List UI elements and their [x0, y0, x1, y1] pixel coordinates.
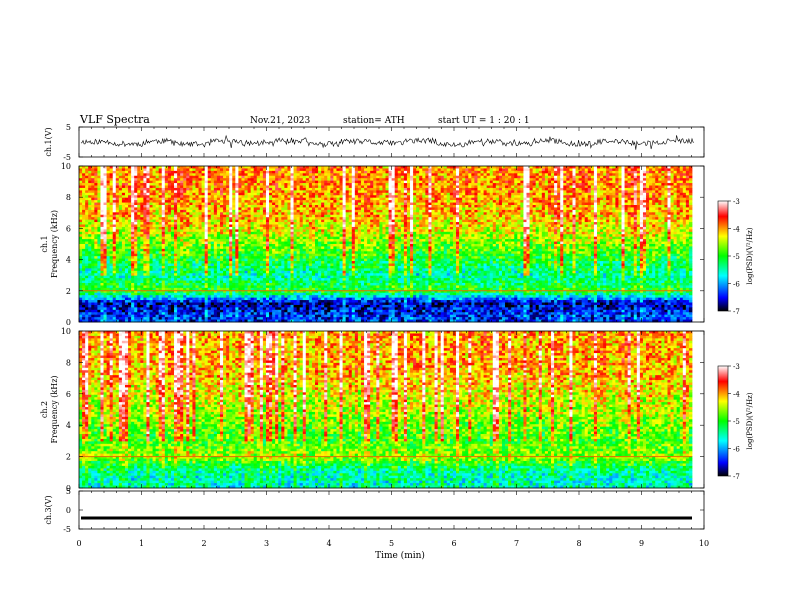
spectrogram-channel-label: ch.1 [40, 235, 49, 252]
colorbar-tick-label: -6 [733, 281, 740, 289]
x-tick-label: 4 [326, 539, 331, 548]
waveform-trace [80, 134, 695, 150]
x-tick-label: 9 [639, 539, 644, 548]
spectrogram-y-tick-label: 2 [66, 287, 71, 296]
date-label: Nov.21, 2023 [250, 116, 311, 126]
colorbar-tick-label: -3 [733, 198, 740, 206]
colorbar-tick-label: -3 [733, 363, 740, 371]
figure-title: VLF Spectra [79, 113, 150, 126]
waveform-y-tick-label: 5 [66, 487, 71, 496]
x-tick-label: 2 [201, 539, 206, 548]
spectrogram-y-label: Frequency (kHz) [50, 375, 59, 443]
spectrogram-y-tick-label: 2 [66, 453, 71, 462]
station-label: station= ATH [343, 116, 405, 126]
x-tick-label: 8 [576, 539, 581, 548]
spectrogram-y-tick-label: 10 [61, 162, 71, 171]
spectrogram-y-tick-label: 0 [66, 318, 71, 327]
ch3-waveform-panel: 50-5ch.3(V) [44, 487, 705, 534]
spectrogram-y-tick-label: 6 [66, 224, 71, 233]
time-axis: 0 1 2 3 4 5 6 7 8 9 10 [76, 539, 709, 548]
colorbar-label: log(PSD)(V²/Hz) [746, 392, 754, 449]
ch2-spectrogram-panel: 0 2 4 6 8 10 ch.2 Frequency (kHz) [40, 327, 705, 493]
waveform-y-tick-label: 0 [66, 506, 71, 515]
colorbar-gradient [717, 200, 729, 312]
waveform-y-label: ch.1(V) [44, 127, 53, 156]
spectrogram-heatmap [79, 331, 693, 489]
colorbar-label: log(PSD)(V²/Hz) [746, 227, 754, 284]
spectrogram-channel-label: ch.2 [40, 401, 49, 418]
colorbar-tick-label: -5 [733, 253, 740, 261]
ch1-spectrogram-panel: 0 2 4 6 8 10 ch.1 Frequency (kHz) [40, 162, 705, 327]
x-tick-label: 6 [451, 539, 456, 548]
colorbar-tick-label: -7 [733, 473, 740, 481]
colorbar-tick-label: -4 [733, 226, 740, 234]
spectrogram-y-tick-label: 4 [66, 421, 71, 430]
x-tick-label: 5 [389, 539, 394, 548]
spectrogram-y-tick-label: 8 [66, 193, 71, 202]
ch1-waveform-panel: 5 -5 ch.1(V) [44, 123, 705, 162]
spectrogram-y-tick-label: 8 [66, 358, 71, 367]
waveform-y-label: ch.3(V) [44, 495, 53, 524]
ch1-colorbar: -3 -4 -5 -6 -7 log(PSD)(V²/Hz) [717, 198, 754, 316]
colorbar-tick-label: -4 [733, 391, 740, 399]
start-ut-label: start UT = 1 : 20 : 1 [438, 116, 530, 126]
ch2-colorbar: -3 -4 -5 -6 -7 log(PSD)(V²/Hz) [717, 363, 754, 481]
colorbar-tick-label: -7 [733, 308, 740, 316]
spectrogram-y-tick-label: 6 [66, 390, 71, 399]
spectrogram-y-tick-label: 0 [66, 484, 71, 493]
colorbar-tick-label: -5 [733, 418, 740, 426]
spectrogram-heatmap [79, 166, 693, 323]
colorbar-tick-label: -6 [733, 446, 740, 454]
colorbar-gradient [717, 365, 729, 477]
waveform-y-tick-label: -5 [63, 153, 71, 162]
waveform-y-tick-label: -5 [63, 525, 71, 534]
x-tick-label: 1 [139, 539, 144, 548]
x-tick-label: 10 [699, 539, 709, 548]
spectrogram-y-label: Frequency (kHz) [50, 210, 59, 278]
waveform-frame [78, 490, 705, 530]
spectrogram-y-tick-label: 10 [61, 327, 71, 336]
waveform-y-tick-label: 5 [66, 123, 71, 132]
spectrogram-y-tick-label: 4 [66, 256, 71, 265]
x-axis-label: Time (min) [375, 550, 425, 561]
x-tick-label: 3 [264, 539, 269, 548]
x-tick-label: 7 [514, 539, 519, 548]
x-tick-label: 0 [76, 539, 81, 548]
